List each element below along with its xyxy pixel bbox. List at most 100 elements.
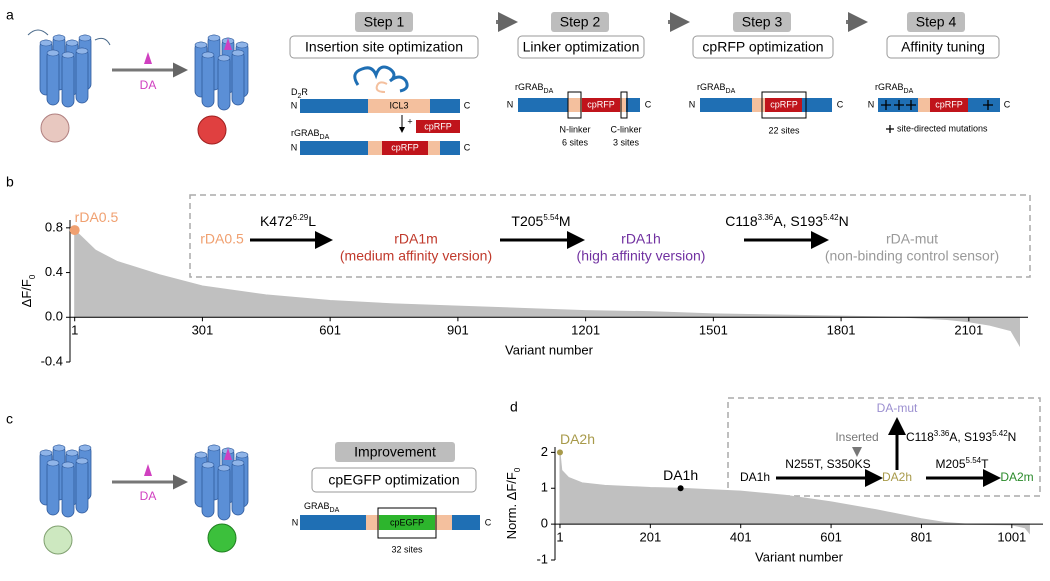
domain-label: cpRFP <box>391 142 419 152</box>
mutation: K4726.29L <box>260 213 316 229</box>
ligand-icon <box>144 52 152 64</box>
x-tick-label: 301 <box>192 323 214 338</box>
sensor-name: DA2m <box>1000 470 1033 484</box>
sensor-note: (non-binding control sensor) <box>825 248 999 264</box>
site-label: C-linker <box>610 124 641 134</box>
panel-letter: c <box>6 411 13 427</box>
y-axis-label-main: Norm. ΔF/F <box>504 472 519 539</box>
construct-name: rGRABDA <box>697 82 736 95</box>
panel-letter: b <box>6 174 14 190</box>
domain-label: ICL3 <box>389 100 408 110</box>
construct <box>300 507 480 539</box>
site-label: N-linker <box>559 124 590 134</box>
step-label: Step 2 <box>560 14 601 30</box>
terminus: C <box>1004 99 1011 109</box>
terminus: C <box>464 100 471 110</box>
step-box <box>335 442 455 462</box>
x-tick-label: 1 <box>71 323 78 338</box>
plus: + <box>407 116 412 126</box>
x-tick-label: 201 <box>639 530 661 545</box>
step-box <box>311 467 477 493</box>
y-tick-label: 0.8 <box>45 219 63 234</box>
y-axis-label: Norm. ΔF/F0 <box>504 467 521 539</box>
x-tick-label: 601 <box>319 323 341 338</box>
terminus: N <box>507 99 514 109</box>
y-tick-label: 0 <box>541 516 548 531</box>
x-tick-label: 2101 <box>954 323 983 338</box>
y-tick-label: -1 <box>536 551 548 566</box>
construct-name: rGRABDA <box>515 82 554 95</box>
terminus: C <box>464 142 471 152</box>
highlight-point <box>677 485 684 492</box>
site-label: 32 sites <box>391 544 423 554</box>
x-tick-label: 1 <box>556 530 563 545</box>
step-label: Step 1 <box>364 14 405 30</box>
site-label: 3 sites <box>613 137 640 147</box>
construct-name: GRABDA <box>304 501 340 514</box>
step-title: Linker optimization <box>523 39 640 55</box>
x-tick-label: 1801 <box>827 323 856 338</box>
construct-name: rGRABDA <box>875 82 914 95</box>
mutation: C1183.36A, S1935.42N <box>906 429 1016 445</box>
domain-label: cpRFP <box>935 99 963 109</box>
x-tick-label: 801 <box>911 530 933 545</box>
step-title: Affinity tuning <box>901 39 985 55</box>
ligand-label: DA <box>140 489 157 503</box>
construct <box>518 91 640 119</box>
construct <box>878 98 1000 133</box>
step-headers <box>289 12 1000 59</box>
y-tick-label: 1 <box>541 480 548 495</box>
terminus: C <box>837 99 844 109</box>
domain-label: cpRFP <box>587 99 615 109</box>
terminus: C <box>485 517 492 527</box>
site-label: 6 sites <box>562 137 589 147</box>
terminus: N <box>292 517 299 527</box>
terminus: N <box>291 100 298 110</box>
receptor-cartoon <box>39 444 92 555</box>
receptor-cartoon <box>27 29 111 143</box>
inset-box <box>189 194 1031 278</box>
sensor-name: DA1h <box>740 470 770 484</box>
mutation: N255T, S350KS <box>785 457 870 471</box>
area <box>74 228 1020 348</box>
step-label: Step 3 <box>742 14 783 30</box>
area <box>559 452 1030 535</box>
construct <box>300 65 460 155</box>
y-tick-label: -0.4 <box>41 353 63 368</box>
construct-name: rGRABDA <box>291 128 330 141</box>
y-tick-label: 2 <box>541 444 548 459</box>
highlight-label: rDA0.5 <box>75 209 119 225</box>
panel-letter: a <box>6 7 14 23</box>
y-axis-label-sub: 0 <box>513 467 522 472</box>
inset-arrows <box>776 417 1001 487</box>
construct <box>700 91 832 119</box>
panel-letter: d <box>510 399 518 415</box>
y-axis-label-main: ΔF/F <box>19 279 34 307</box>
domain-label: cpEGFP <box>390 517 424 527</box>
inset-box <box>727 397 1041 497</box>
x-tick-label: 401 <box>730 530 752 545</box>
step-title: cpRFP optimization <box>702 39 823 55</box>
mutation: T2055.54M <box>511 213 570 229</box>
step-label: Improvement <box>354 444 436 460</box>
terminus: N <box>689 99 696 109</box>
highlight-label: DA2h <box>560 431 595 447</box>
domain-label: cpRFP <box>770 99 798 109</box>
domain-label: cpRFP <box>424 121 452 131</box>
sensor-name: rDA1m <box>394 231 438 247</box>
step-title: Insertion site optimization <box>305 39 463 55</box>
mutation: C1183.36A, S1935.42N <box>725 213 849 229</box>
site-label: site-directed mutations <box>897 123 988 133</box>
terminus: N <box>291 142 298 152</box>
x-tick-label: 1501 <box>699 323 728 338</box>
x-tick-label: 1001 <box>997 530 1026 545</box>
ligand-icon <box>144 464 152 476</box>
step-label: Step 4 <box>916 14 957 30</box>
receptor-cartoon <box>194 444 249 553</box>
y-tick-label: 0.0 <box>45 309 63 324</box>
sensor-note: (medium affinity version) <box>340 248 492 264</box>
x-axis-label: Variant number <box>505 343 594 358</box>
site-label: 22 sites <box>768 125 800 135</box>
y-tick-label: 0.4 <box>45 264 63 279</box>
